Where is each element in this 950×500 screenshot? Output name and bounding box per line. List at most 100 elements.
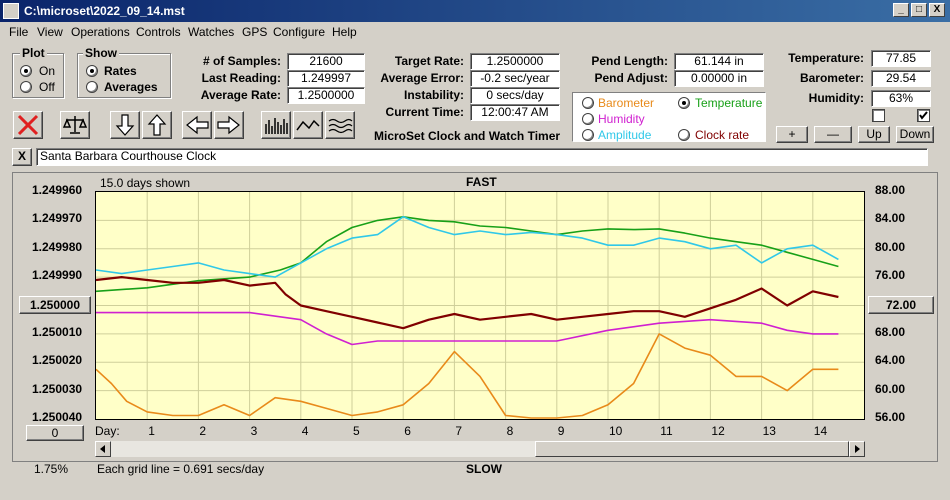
- plot-off-radio[interactable]: [20, 81, 32, 93]
- samples-label: # of Samples:: [202, 54, 281, 68]
- bar-plot-button[interactable]: [261, 111, 291, 139]
- plot-on-radio[interactable]: [20, 65, 32, 77]
- barometer-field: 29.54: [871, 70, 931, 87]
- offset-button[interactable]: 0: [26, 425, 84, 441]
- x-tick-label: 6: [404, 424, 411, 438]
- show-group: [77, 53, 171, 98]
- scroll-right-arrow[interactable]: [849, 441, 865, 457]
- y-right-tick-label: 84.00: [875, 211, 906, 226]
- menu-controls[interactable]: Controls: [136, 25, 181, 39]
- y-right-tick-label: 60.00: [875, 381, 906, 396]
- x-tick-label: 11: [660, 424, 673, 438]
- current-time-label: Current Time:: [385, 105, 464, 119]
- y-left-tick-label: 1.250010: [32, 324, 83, 339]
- series-line-0: [96, 215, 839, 293]
- scroll-thumb[interactable]: [535, 441, 849, 457]
- clock-rate-option-label: Clock rate: [695, 128, 750, 142]
- current-time-field: 12:00:47 AM: [470, 104, 560, 121]
- pend-adjust-label: Pend Adjust:: [594, 71, 668, 85]
- target-rate-field[interactable]: 1.2500000: [470, 53, 560, 70]
- arrow-up-icon: [147, 114, 167, 136]
- show-averages-radio[interactable]: [86, 81, 98, 93]
- arrow-right-button[interactable]: [214, 111, 244, 139]
- balance-button[interactable]: [60, 111, 90, 139]
- plot-off-label: Off: [39, 80, 55, 94]
- range-plus-button[interactable]: +: [776, 126, 808, 143]
- check-icon: [919, 111, 928, 120]
- last-reading-label: Last Reading:: [201, 71, 281, 85]
- x-tick-label: 1: [148, 424, 155, 438]
- menu-operations[interactable]: Operations: [71, 25, 130, 39]
- menu-file[interactable]: File: [9, 25, 29, 39]
- scroll-left-arrow[interactable]: [95, 441, 111, 457]
- center-rate-button[interactable]: 1.250000: [19, 296, 91, 314]
- temperature-label: Temperature:: [788, 51, 864, 65]
- menu-watches[interactable]: Watches: [188, 25, 235, 39]
- range-up-button[interactable]: Up: [858, 126, 890, 143]
- maximize-button[interactable]: □: [911, 3, 927, 17]
- slow-label: SLOW: [466, 462, 502, 476]
- x-tick-label: 14: [813, 424, 828, 438]
- x-tick-label: 12: [711, 424, 725, 438]
- y-right-tick-label: 76.00: [875, 268, 906, 283]
- wave-icon: [328, 118, 353, 134]
- pend-adjust-field[interactable]: 0.00000 in: [674, 70, 764, 87]
- scale-icon: [62, 116, 88, 134]
- amplitude-radio[interactable]: [582, 129, 594, 141]
- menu-view[interactable]: View: [37, 25, 63, 39]
- app-name-label: MicroSet Clock and Watch Timer: [374, 129, 561, 143]
- y-right-tick-label: 88.00: [875, 183, 906, 197]
- line-plot-button[interactable]: [293, 111, 323, 139]
- option-checkbox-1[interactable]: [872, 109, 885, 122]
- barometer-radio[interactable]: [582, 97, 594, 109]
- x-tick-label: 7: [455, 424, 463, 438]
- show-averages-label: Averages: [104, 80, 158, 94]
- menu-gps[interactable]: GPS: [242, 25, 268, 39]
- percent-label: 1.75%: [34, 462, 69, 476]
- humidity-option-label: Humidity: [598, 112, 645, 126]
- series-line-2: [96, 275, 839, 330]
- x-tick-label: 4: [301, 424, 309, 438]
- arrow-left-button[interactable]: [182, 111, 212, 139]
- scroll-left-icon: [100, 445, 105, 453]
- days-shown-label: 15.0 days shown: [100, 176, 191, 190]
- menu-configure[interactable]: Configure: [273, 25, 326, 39]
- series-line-3: [96, 311, 839, 346]
- arrow-down-button[interactable]: [110, 111, 140, 139]
- option-checkbox-2[interactable]: [917, 109, 930, 122]
- center-temp-button[interactable]: 72.00: [868, 296, 934, 314]
- clock-name-field[interactable]: Santa Barbara Courthouse Clock: [36, 148, 928, 166]
- arrow-up-button[interactable]: [142, 111, 172, 139]
- average-error-label: Average Error:: [380, 71, 464, 85]
- fast-label: FAST: [466, 175, 497, 189]
- red-x-icon: [17, 114, 39, 136]
- range-minus-button[interactable]: —: [814, 126, 852, 143]
- minimize-button[interactable]: _: [893, 3, 909, 17]
- line-graph-icon: [296, 119, 320, 131]
- bar-graph-icon: [265, 118, 288, 134]
- menu-help[interactable]: Help: [332, 25, 357, 39]
- range-down-button[interactable]: Down: [896, 126, 934, 143]
- arrow-left-icon: [186, 115, 209, 135]
- x-tick-label: 3: [250, 424, 258, 438]
- arrow-down-icon: [115, 114, 135, 136]
- pend-length-label: Pend Length:: [591, 54, 668, 68]
- stop-button[interactable]: [13, 111, 43, 139]
- clock-close-button[interactable]: X: [12, 148, 32, 166]
- instability-field: 0 secs/day: [470, 87, 560, 104]
- barometer-option-label: Barometer: [598, 96, 655, 110]
- clock-rate-radio[interactable]: [678, 129, 690, 141]
- humidity-radio[interactable]: [582, 113, 594, 125]
- y-left-tick-label: 1.249990: [32, 268, 83, 283]
- wave-plot-button[interactable]: [325, 111, 355, 139]
- plot-group-title: Plot: [20, 46, 47, 60]
- close-button[interactable]: X: [929, 3, 945, 17]
- x-tick-label: 5: [353, 424, 360, 438]
- show-group-title: Show: [83, 46, 119, 60]
- x-tick-label: 10: [609, 424, 623, 438]
- temperature-option-label: Temperature: [695, 96, 763, 110]
- pend-length-field[interactable]: 61.144 in: [674, 53, 764, 70]
- temperature-radio[interactable]: [678, 97, 690, 109]
- show-rates-radio[interactable]: [86, 65, 98, 77]
- series-line-1: [96, 215, 839, 278]
